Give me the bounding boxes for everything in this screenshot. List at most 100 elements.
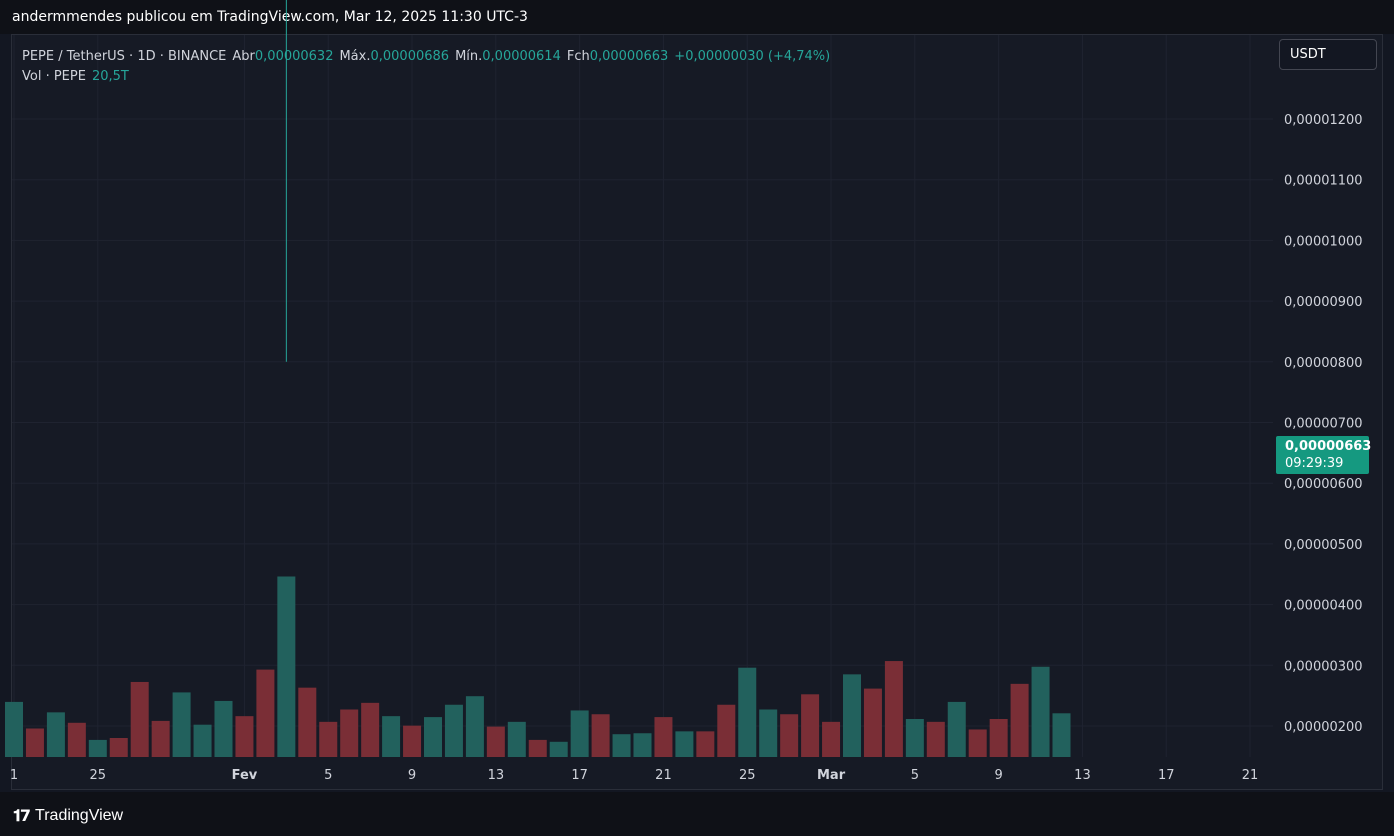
volume-bar xyxy=(759,709,778,757)
volume-bar xyxy=(570,710,589,757)
volume-bar xyxy=(319,721,338,757)
chart-frame[interactable] xyxy=(11,34,1383,790)
x-tick-label: 9 xyxy=(995,768,1003,783)
volume-bar xyxy=(1052,713,1071,757)
volume-bar xyxy=(444,704,463,757)
symbol-label[interactable]: PEPE / TetherUS · 1D · BINANCE xyxy=(22,48,227,64)
volume-bar xyxy=(403,725,422,757)
volume-bar xyxy=(46,712,65,757)
x-tick-label: 9 xyxy=(408,768,416,783)
volume-bar xyxy=(654,717,673,757)
volume-bar xyxy=(612,734,631,757)
y-tick-label: 0,00001200 xyxy=(1284,113,1363,128)
volume-bar xyxy=(947,701,966,757)
x-tick-label: 1 xyxy=(10,768,18,783)
volume-bar xyxy=(675,731,694,757)
y-tick-label: 0,00000200 xyxy=(1284,720,1363,735)
x-tick-label: 25 xyxy=(90,768,107,783)
volume-bar xyxy=(256,669,275,757)
volume-bar xyxy=(298,687,317,757)
volume-bar xyxy=(738,667,757,757)
close-value: 0,00000663 xyxy=(589,48,669,64)
x-tick-label: 13 xyxy=(488,768,505,783)
volume-bar xyxy=(926,721,945,757)
volume-bar xyxy=(465,696,484,757)
y-tick-label: 0,00000300 xyxy=(1284,659,1363,674)
volume-bar xyxy=(717,704,736,757)
change-value: +0,00000030 (+4,74%) xyxy=(674,48,831,64)
y-tick-label: 0,00000800 xyxy=(1284,356,1363,371)
volume-bar xyxy=(151,720,170,757)
volume-bar xyxy=(591,714,610,757)
volume-bar xyxy=(822,721,841,757)
volume-label: Vol · PEPE xyxy=(22,68,86,84)
volume-bar xyxy=(884,661,903,757)
volume-bar xyxy=(780,714,799,757)
volume-bar xyxy=(361,702,380,757)
last-price-tag: 0,00000663 09:29:39 xyxy=(1276,436,1372,474)
volume-bar xyxy=(633,733,652,757)
volume-bar xyxy=(172,692,191,757)
high-value: 0,00000686 xyxy=(370,48,450,64)
x-tick-label: Fev xyxy=(232,768,258,783)
volume-bar xyxy=(696,731,715,757)
x-tick-label: Mar xyxy=(817,768,846,783)
volume-bar xyxy=(989,719,1008,757)
volume-bar xyxy=(67,722,86,757)
y-tick-label: 0,00000600 xyxy=(1284,477,1363,492)
low-label: Mín. xyxy=(455,48,483,64)
x-tick-label: 5 xyxy=(324,768,332,783)
volume-bar xyxy=(905,719,924,757)
attribution-text: andermmendes publicou em TradingView.com… xyxy=(12,9,528,25)
y-tick-label: 0,00000400 xyxy=(1284,599,1363,614)
x-tick-label: 21 xyxy=(655,768,672,783)
tradingview-brand: TradingView xyxy=(35,807,124,824)
tradingview-logo-icon: 𝟏7 xyxy=(13,806,31,825)
x-tick-label: 21 xyxy=(1242,768,1259,783)
volume-bar xyxy=(193,724,212,757)
x-tick-label: 17 xyxy=(571,768,588,783)
volume-bar xyxy=(486,726,505,757)
y-tick-label: 0,00001100 xyxy=(1284,174,1363,189)
currency-button[interactable]: USDT xyxy=(1279,39,1377,70)
footer-bar xyxy=(0,792,1394,836)
x-tick-label: 5 xyxy=(911,768,919,783)
close-label: Fch xyxy=(566,48,590,64)
y-tick-label: 0,00000700 xyxy=(1284,417,1363,432)
x-tick-label: 25 xyxy=(739,768,756,783)
volume-bar xyxy=(968,729,987,757)
y-tick-label: 0,00000900 xyxy=(1284,295,1363,310)
volume-bar xyxy=(801,694,820,757)
volume-bar xyxy=(863,688,882,757)
open-value: 0,00000632 xyxy=(254,48,334,64)
volume-bar xyxy=(1010,683,1029,757)
volume-bar xyxy=(109,738,128,757)
volume-bar xyxy=(424,717,442,757)
last-price-value: 0,00000663 xyxy=(1285,439,1372,454)
volume-bar xyxy=(340,709,359,757)
volume-bar xyxy=(214,700,233,757)
volume-bar xyxy=(507,721,526,757)
volume-bar xyxy=(5,701,23,757)
volume-bar xyxy=(130,681,149,757)
chart-legend: PEPE / TetherUS · 1D · BINANCE Abr 0,0000… xyxy=(22,46,830,86)
tradingview-logo[interactable]: 𝟏7 TradingView xyxy=(13,806,123,826)
y-tick-label: 0,00000500 xyxy=(1284,538,1363,553)
volume-bar xyxy=(549,741,568,757)
volume-bar xyxy=(1031,666,1050,757)
x-tick-label: 13 xyxy=(1074,768,1091,783)
volume-bar xyxy=(88,739,107,757)
volume-bar xyxy=(277,576,296,757)
y-tick-label: 0,00001000 xyxy=(1284,234,1363,249)
open-label: Abr xyxy=(232,48,255,64)
volume-value: 20,5T xyxy=(91,68,129,84)
volume-bar xyxy=(25,728,44,757)
volume-bar xyxy=(235,716,254,757)
volume-bar xyxy=(528,739,547,757)
low-value: 0,00000614 xyxy=(482,48,561,64)
volume-bar xyxy=(843,674,861,757)
x-tick-label: 17 xyxy=(1158,768,1175,783)
volume-bar xyxy=(382,716,401,757)
candle-countdown: 09:29:39 xyxy=(1285,456,1344,471)
